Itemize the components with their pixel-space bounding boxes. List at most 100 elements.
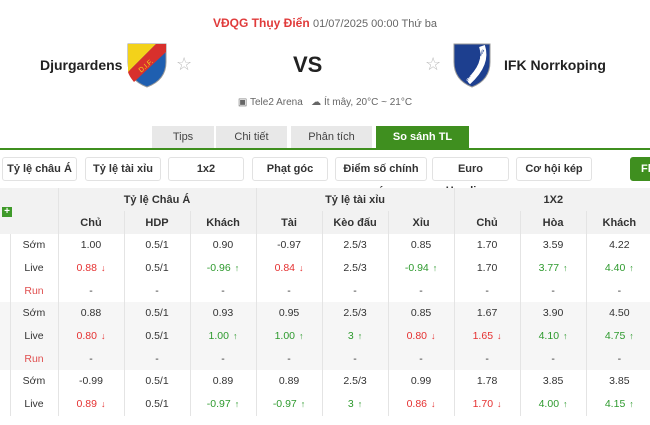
tab-tips[interactable]: Tips — [152, 126, 214, 148]
filter-more[interactable]: Fl — [630, 157, 650, 181]
odds-cell[interactable]: 0.88 — [57, 302, 124, 325]
odds-cell[interactable]: -0.94 ↑ — [387, 256, 455, 280]
odds-cell[interactable]: 0.89 — [255, 370, 323, 393]
expand-plus-icon[interactable]: + — [2, 207, 12, 217]
odds-cell[interactable]: 0.85 — [387, 302, 455, 325]
odds-cell[interactable]: 0.5/1 — [123, 324, 190, 348]
odds-value: - — [89, 352, 93, 365]
odds-cell[interactable]: -0.97 ↑ — [255, 392, 323, 416]
odds-cell[interactable]: 4.75 ↑ — [585, 324, 650, 348]
tab-details[interactable]: Chi tiết — [216, 126, 287, 148]
odds-cell[interactable]: 4.50 — [585, 302, 650, 325]
odds-cell[interactable]: - — [453, 347, 521, 371]
odds-cell[interactable]: - — [123, 279, 190, 303]
odds-cell[interactable]: 4.15 ↑ — [585, 392, 650, 416]
odds-cell[interactable]: 1.70 — [453, 256, 521, 280]
odds-cell[interactable]: 0.5/1 — [123, 256, 190, 280]
odds-cell[interactable]: - — [585, 347, 650, 371]
odds-cell[interactable]: 2.5/3 — [321, 370, 389, 393]
odds-cell[interactable]: -0.97 ↑ — [189, 392, 257, 416]
odds-value: 0.88 — [76, 262, 97, 275]
filter-asian-handicap[interactable]: Tỷ lệ châu Á — [2, 157, 77, 181]
odds-cell[interactable]: - — [255, 347, 323, 371]
odds-cell[interactable]: 1.67 — [453, 302, 521, 325]
home-team-name[interactable]: Djurgardens — [40, 57, 123, 73]
match-tabs: Tips Chi tiết Phân tích So sánh TL — [0, 126, 650, 150]
odds-cell[interactable]: 0.5/1 — [123, 370, 190, 393]
odds-cell[interactable]: 4.00 ↑ — [519, 392, 587, 416]
odds-cell[interactable]: 3 ↑ — [321, 392, 389, 416]
filter-1x2[interactable]: 1x2 — [168, 157, 244, 181]
odds-cell[interactable]: - — [123, 347, 190, 371]
filter-over-under[interactable]: Tỷ lệ tài xỉu — [85, 157, 161, 181]
odds-cell[interactable]: - — [387, 347, 455, 371]
odds-cell[interactable]: 1.00 ↑ — [189, 324, 257, 348]
odds-cell[interactable]: 0.90 — [189, 234, 257, 257]
odds-cell[interactable]: 0.88 ↓ — [57, 256, 124, 280]
odds-cell[interactable]: -0.96 ↑ — [189, 256, 257, 280]
arrow-up-icon: ↑ — [563, 331, 568, 342]
odds-cell[interactable]: 3.59 — [519, 234, 587, 257]
arrow-up-icon: ↑ — [300, 399, 306, 410]
favorite-away-star-icon[interactable]: ☆ — [425, 54, 442, 74]
odds-cell[interactable]: 0.84 ↓ — [255, 256, 323, 280]
odds-cell[interactable]: 3.90 — [519, 302, 587, 325]
odds-cell[interactable]: - — [255, 279, 323, 303]
odds-cell[interactable]: 1.00 — [57, 234, 124, 257]
odds-cell[interactable]: 0.85 — [387, 234, 455, 257]
odds-cell[interactable]: - — [519, 347, 587, 371]
odds-cell[interactable]: 0.93 — [189, 302, 257, 325]
odds-cell[interactable]: - — [321, 279, 389, 303]
odds-cell[interactable]: 1.70 — [453, 234, 521, 257]
filter-corners[interactable]: Phạt góc — [252, 157, 328, 181]
tab-odds-compare[interactable]: So sánh TL — [376, 126, 469, 148]
odds-cell[interactable]: 4.22 — [585, 234, 650, 257]
odds-cell[interactable]: - — [585, 279, 650, 303]
odds-cell[interactable]: 0.89 ↓ — [57, 392, 124, 416]
odds-cell[interactable]: 0.89 — [189, 370, 257, 393]
group-asian-handicap: Tỷ lệ Châu Á — [57, 188, 257, 211]
odds-cell[interactable]: 0.5/1 — [123, 392, 190, 416]
odds-cell[interactable]: - — [519, 279, 587, 303]
odds-cell[interactable]: 1.70 ↓ — [453, 392, 521, 416]
odds-cell[interactable]: 0.80 ↓ — [57, 324, 124, 348]
odds-cell[interactable]: -0.99 — [57, 370, 124, 393]
odds-cell[interactable]: 0.80 ↓ — [387, 324, 455, 348]
odds-cell[interactable]: 3.77 ↑ — [519, 256, 587, 280]
odds-cell[interactable]: -0.97 — [255, 234, 323, 257]
filter-euro-handicap[interactable]: Euro Handicap — [432, 157, 509, 197]
odds-cell[interactable]: 0.86 ↓ — [387, 392, 455, 416]
odds-cell[interactable]: 3.85 — [585, 370, 650, 393]
odds-cell[interactable]: 0.5/1 — [123, 234, 190, 257]
away-team-name[interactable]: IFK Norrkoping — [504, 57, 606, 73]
home-team-logo: D.I.F. — [127, 43, 167, 88]
odds-cell[interactable]: - — [189, 347, 257, 371]
odds-cell[interactable]: 2.5/3 — [321, 256, 389, 280]
tab-analysis[interactable]: Phân tích — [291, 126, 372, 148]
odds-cell[interactable]: - — [321, 347, 389, 371]
odds-value: -0.94 — [404, 262, 429, 275]
odds-cell[interactable]: 2.5/3 — [321, 302, 389, 325]
filter-double-chance[interactable]: Cơ hội kép — [516, 157, 592, 181]
odds-cell[interactable]: - — [453, 279, 521, 303]
odds-cell[interactable]: 4.10 ↑ — [519, 324, 587, 348]
odds-value: 4.10 — [538, 330, 560, 343]
row-spacer — [0, 324, 10, 348]
odds-cell[interactable]: - — [57, 347, 124, 371]
odds-cell[interactable]: - — [387, 279, 455, 303]
odds-cell[interactable]: 0.5/1 — [123, 302, 190, 325]
favorite-home-star-icon[interactable]: ☆ — [176, 54, 193, 74]
odds-cell[interactable]: 2.5/3 — [321, 234, 389, 257]
odds-cell[interactable]: 0.95 — [255, 302, 323, 325]
odds-cell[interactable]: 4.40 ↑ — [585, 256, 650, 280]
league-name[interactable]: VĐQG Thụy Điển — [212, 16, 310, 30]
odds-cell[interactable]: 3 ↑ — [321, 324, 389, 348]
filter-correct-score[interactable]: Điểm số chính xác — [335, 157, 427, 197]
odds-cell[interactable]: 1.65 ↓ — [453, 324, 521, 348]
odds-cell[interactable]: 1.78 — [453, 370, 521, 393]
odds-cell[interactable]: 1.00 ↑ — [255, 324, 323, 348]
odds-cell[interactable]: 0.99 — [387, 370, 455, 393]
odds-cell[interactable]: - — [189, 279, 257, 303]
odds-cell[interactable]: - — [57, 279, 124, 303]
odds-cell[interactable]: 3.85 — [519, 370, 587, 393]
